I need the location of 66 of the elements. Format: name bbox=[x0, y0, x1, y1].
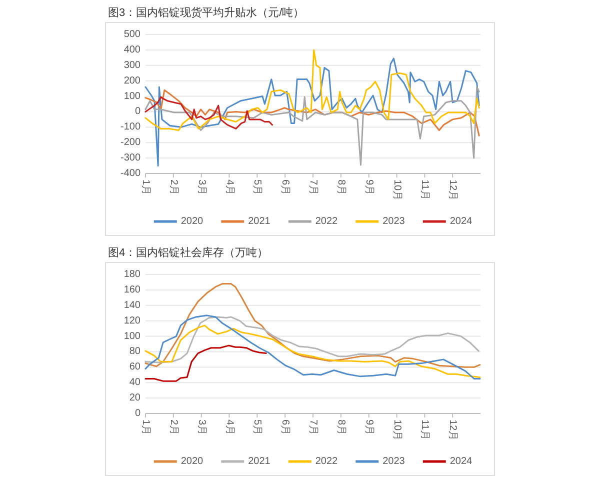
legend-label: 2020 bbox=[180, 216, 204, 227]
x-tick-label: 9月 bbox=[363, 420, 374, 436]
legend-label: 2024 bbox=[450, 216, 473, 227]
y-tick-label: 0 bbox=[134, 106, 141, 118]
line-series bbox=[144, 344, 267, 382]
y-tick-label: 160 bbox=[124, 284, 141, 296]
line-series bbox=[144, 283, 481, 368]
y-tick-label: 0 bbox=[134, 408, 141, 419]
x-tick-label: 7月 bbox=[308, 180, 318, 196]
line-series bbox=[144, 324, 481, 378]
x-tick-label: 3月 bbox=[196, 180, 207, 196]
y-tick-label: -200 bbox=[120, 137, 141, 148]
x-tick-label: 11月 bbox=[419, 180, 430, 200]
x-tick-label: 10月 bbox=[391, 180, 402, 201]
legend-label: 2021 bbox=[248, 456, 271, 467]
x-tick-label: 11月 bbox=[419, 420, 430, 440]
x-tick-label: 12月 bbox=[447, 420, 458, 441]
x-tick-label: 1月 bbox=[140, 420, 151, 436]
legend-label: 2023 bbox=[382, 216, 406, 227]
legend-label: 2021 bbox=[248, 216, 271, 227]
x-tick-label: 8月 bbox=[335, 180, 346, 196]
x-tick-label: 4月 bbox=[224, 180, 235, 196]
y-tick-label: 120 bbox=[124, 315, 141, 326]
line-series bbox=[144, 86, 480, 166]
y-tick-label: 100 bbox=[124, 90, 141, 102]
legend-label: 2024 bbox=[450, 456, 473, 467]
x-tick-label: 5月 bbox=[252, 180, 263, 196]
line-series bbox=[144, 49, 480, 132]
legend-label: 2020 bbox=[180, 456, 204, 467]
y-tick-label: -300 bbox=[120, 152, 141, 164]
line-series bbox=[144, 96, 273, 130]
x-tick-label: 10月 bbox=[391, 420, 402, 441]
y-tick-label: 180 bbox=[124, 269, 141, 280]
y-tick-label: -400 bbox=[120, 168, 141, 179]
y-tick-label: 20 bbox=[129, 392, 141, 404]
y-tick-label: 60 bbox=[129, 362, 141, 373]
chart-title: 图3：国内铝锭现货平均升贴水（元/吨） bbox=[108, 6, 304, 19]
line-series bbox=[144, 89, 480, 136]
chart-title: 图4：国内铝锭社会库存（万吨） bbox=[108, 246, 268, 259]
x-tick-label: 3月 bbox=[196, 420, 207, 436]
line-series bbox=[144, 58, 480, 167]
legend-label: 2023 bbox=[382, 456, 406, 467]
x-tick-label: 8月 bbox=[335, 420, 346, 436]
legend-label: 2022 bbox=[315, 456, 338, 467]
y-tick-label: 300 bbox=[124, 60, 141, 71]
x-tick-label: 6月 bbox=[280, 180, 291, 196]
legend-label: 2022 bbox=[315, 216, 338, 227]
x-tick-label: 7月 bbox=[308, 420, 318, 436]
x-tick-label: 12月 bbox=[447, 180, 458, 201]
y-tick-label: 140 bbox=[124, 300, 141, 311]
x-tick-label: 6月 bbox=[280, 420, 291, 436]
x-tick-label: 5月 bbox=[252, 420, 263, 436]
x-tick-label: 4月 bbox=[224, 420, 235, 436]
x-tick-label: 2月 bbox=[168, 420, 179, 436]
y-tick-label: 200 bbox=[124, 75, 141, 86]
x-tick-label: 2月 bbox=[168, 180, 179, 196]
x-tick-label: 9月 bbox=[363, 180, 374, 196]
y-tick-label: 500 bbox=[124, 29, 141, 40]
y-tick-label: 400 bbox=[124, 44, 141, 56]
y-tick-label: 40 bbox=[129, 377, 141, 388]
x-tick-label: 1月 bbox=[140, 180, 151, 196]
y-tick-label: 80 bbox=[129, 346, 141, 358]
line-series bbox=[144, 316, 480, 364]
y-tick-label: -100 bbox=[120, 122, 141, 133]
line-series bbox=[144, 314, 481, 380]
y-tick-label: 100 bbox=[124, 330, 141, 342]
